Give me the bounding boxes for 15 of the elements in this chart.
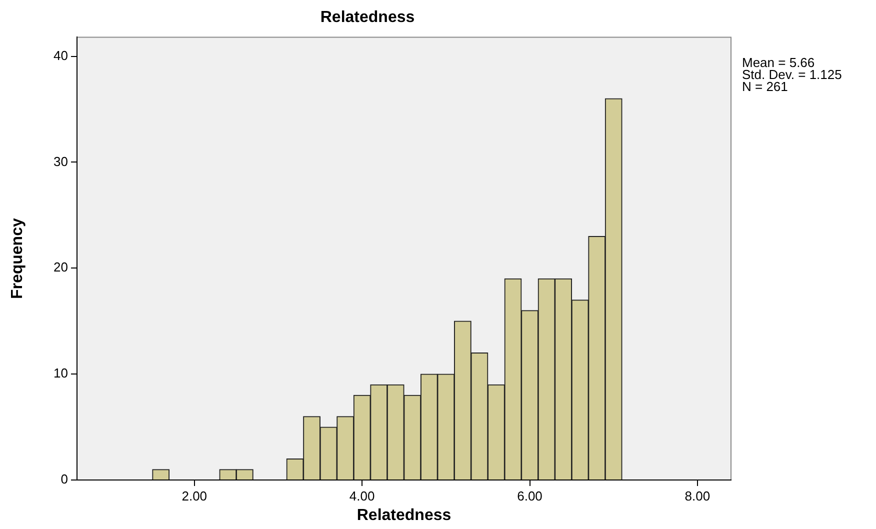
y-axis-title: Frequency xyxy=(9,218,26,300)
x-axis-title: Relatedness xyxy=(356,506,452,524)
x-tick-label: 8.00 xyxy=(684,488,710,504)
x-tick-label: 6.00 xyxy=(517,488,542,504)
text: N = 261 xyxy=(742,79,788,94)
y-tick-label: 0 xyxy=(60,472,68,487)
y-tick-label: 20 xyxy=(54,260,68,275)
y-tick-label: 10 xyxy=(54,366,68,381)
text: Mean = 5.66 xyxy=(742,55,815,70)
chart-title: Relatedness xyxy=(320,9,415,26)
y-tick-label: 40 xyxy=(54,48,68,63)
text: Std. Dev. = 1.125 xyxy=(742,67,842,82)
x-tick-label: 4.00 xyxy=(349,488,375,504)
x-tick-label: 2.00 xyxy=(182,488,208,504)
y-tick-label: 30 xyxy=(54,154,68,169)
